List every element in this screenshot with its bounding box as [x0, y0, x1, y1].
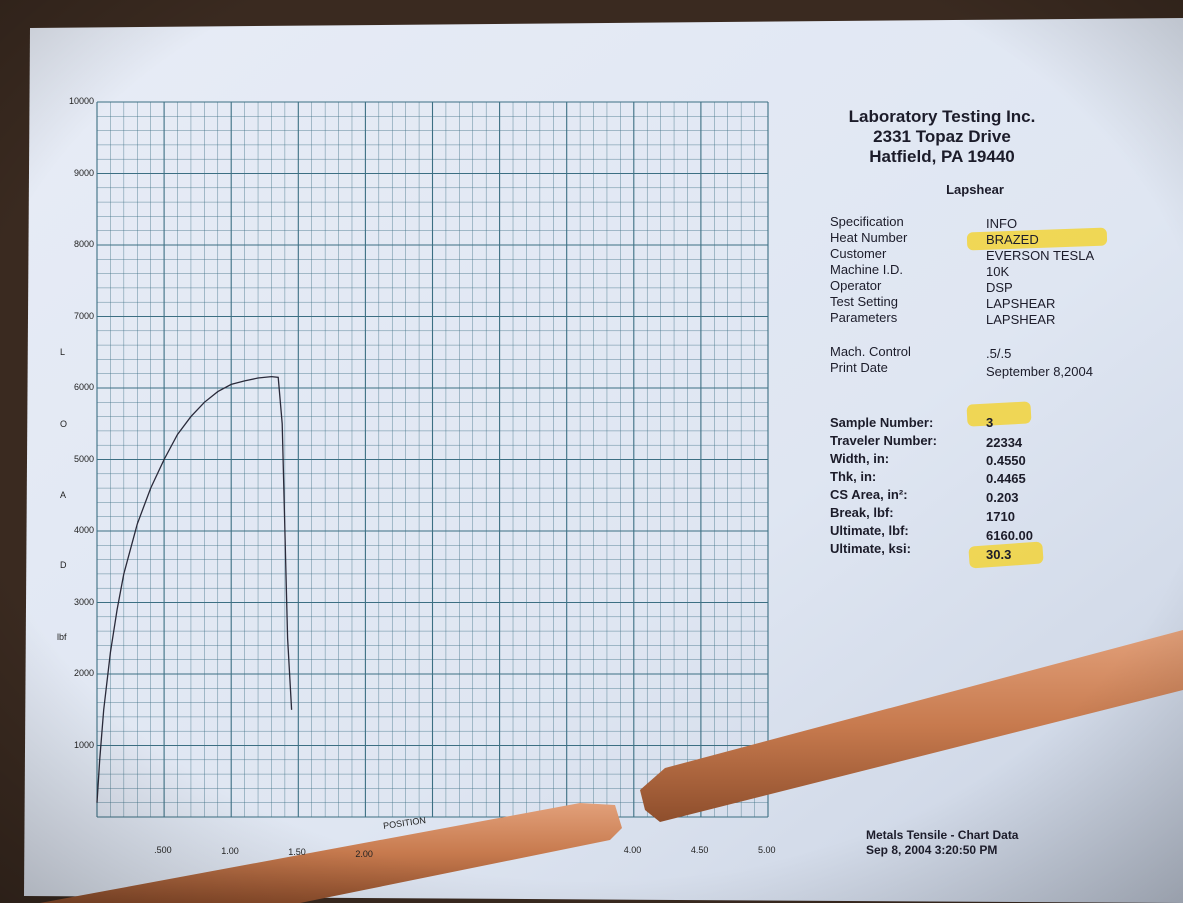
- break-value: 1710: [986, 509, 1015, 524]
- x-tick-label: 4.50: [690, 845, 709, 855]
- footer-timestamp: Sep 8, 2004 3:20:50 PM: [866, 843, 998, 857]
- x-tick-label: .500: [154, 845, 172, 855]
- machine-label: Machine I.D.: [830, 262, 903, 277]
- control-label: Mach. Control: [830, 344, 911, 359]
- y-tick-label: 3000: [73, 596, 94, 607]
- print-date-value: September 8,2004: [986, 364, 1093, 379]
- parameters-label: Parameters: [830, 310, 898, 325]
- y-axis-letter-lbf: lbf: [57, 632, 67, 642]
- break-label: Break, lbf:: [830, 505, 894, 520]
- customer-value: EVERSON TESLA: [986, 248, 1095, 263]
- area-label: CS Area, in²:: [830, 487, 908, 502]
- footer-title: Metals Tensile - Chart Data: [866, 828, 1019, 842]
- y-tick-label: 6000: [73, 382, 94, 392]
- sample-label: Sample Number:: [830, 415, 934, 430]
- y-tick-label: 10000: [68, 96, 94, 106]
- y-axis-letter-d: D: [60, 560, 67, 570]
- machine-value: 10K: [986, 264, 1010, 279]
- y-tick-label: 8000: [73, 239, 94, 249]
- traveler-label: Traveler Number:: [830, 433, 937, 448]
- ultimate-ksi-value: 30.3: [986, 547, 1012, 562]
- customer-label: Customer: [830, 246, 887, 261]
- ultimate-ksi-label: Ultimate, ksi:: [830, 541, 911, 556]
- y-tick-label: 1000: [73, 739, 94, 750]
- x-tick-label: 1.50: [288, 847, 306, 858]
- thk-label: Thk, in:: [830, 469, 877, 484]
- traveler-value: 22334: [986, 435, 1023, 450]
- width-label: Width, in:: [830, 451, 890, 466]
- y-axis-letter-o: O: [60, 419, 68, 429]
- operator-label: Operator: [830, 278, 882, 293]
- y-tick-label: 4000: [73, 525, 94, 535]
- test-type: Lapshear: [946, 182, 1004, 197]
- specification-label: Specification: [830, 214, 904, 229]
- control-value: .5/.5: [986, 346, 1012, 361]
- highlight-sample: [966, 401, 1032, 427]
- sample-value: 3: [986, 415, 994, 430]
- area-value: 0.203: [986, 490, 1019, 505]
- y-tick-label: 9000: [73, 167, 94, 178]
- width-value: 0.4550: [986, 453, 1026, 468]
- y-axis-letter-a: A: [60, 490, 67, 500]
- company-name: Laboratory Testing Inc.: [848, 107, 1036, 126]
- y-tick-label: 7000: [73, 310, 94, 321]
- ultimate-lbf-value: 6160.00: [986, 528, 1033, 543]
- y-tick-label: 2000: [73, 668, 94, 678]
- setting-value: LAPSHEAR: [986, 296, 1056, 311]
- x-tick-label: 2.00: [355, 848, 373, 859]
- print-date-label: Print Date: [830, 360, 888, 375]
- heat-label: Heat Number: [830, 230, 908, 245]
- setting-label: Test Setting: [830, 294, 898, 309]
- x-tick-label: 1.00: [221, 846, 239, 857]
- operator-value: DSP: [986, 280, 1013, 295]
- y-axis-letter-l: L: [60, 347, 66, 357]
- specification-value: INFO: [986, 216, 1018, 231]
- parameters-value: LAPSHEAR: [986, 312, 1056, 327]
- heat-value: BRAZED: [986, 232, 1039, 247]
- address-line2: Hatfield, PA 19440: [869, 147, 1015, 166]
- thk-value: 0.4465: [986, 471, 1026, 486]
- address-line1: 2331 Topaz Drive: [873, 127, 1011, 146]
- x-tick-label: 5.00: [758, 845, 776, 855]
- ultimate-lbf-label: Ultimate, lbf:: [830, 523, 909, 538]
- y-tick-label: 5000: [73, 453, 94, 464]
- x-tick-label: 4.00: [623, 845, 642, 855]
